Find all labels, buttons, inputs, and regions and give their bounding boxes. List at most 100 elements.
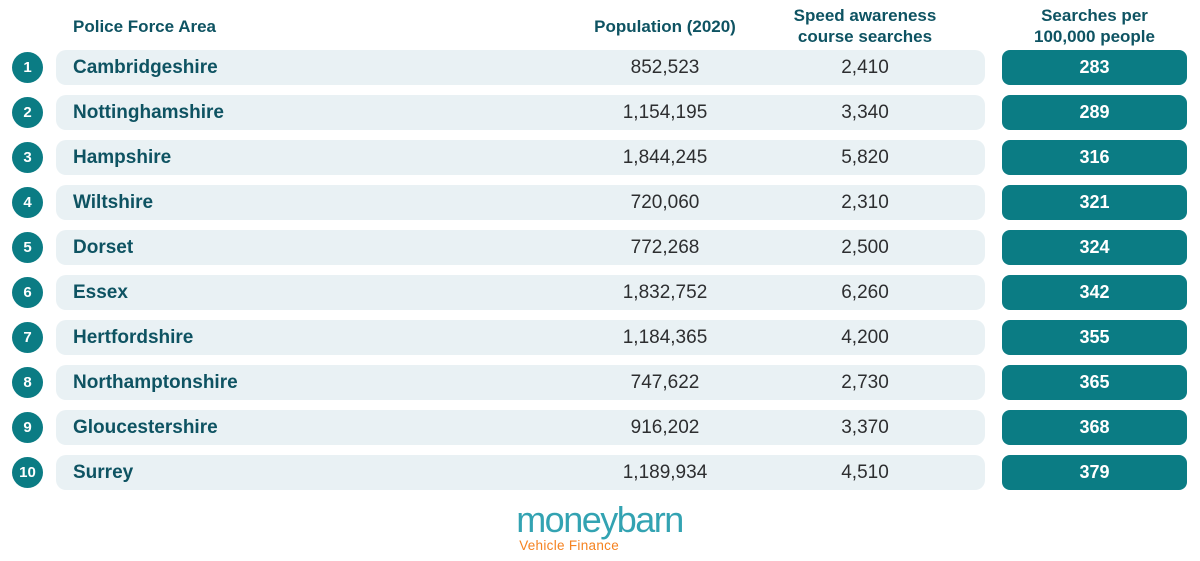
searches-value: 2,410: [841, 56, 889, 78]
rank-cell: 1: [12, 52, 56, 83]
rate-badge: 342: [1002, 275, 1187, 310]
area-name: Cambridgeshire: [73, 56, 218, 78]
rank-number: 10: [19, 464, 36, 481]
searches-value: 4,510: [841, 461, 889, 483]
population-value: 1,844,245: [622, 146, 708, 168]
rank-badge: 3: [12, 142, 43, 173]
header-course-searches: Speed awareness course searches: [765, 5, 965, 47]
area-name: Wiltshire: [73, 191, 154, 213]
header-rate-line1: Searches per: [1041, 6, 1148, 25]
rank-badge: 7: [12, 322, 43, 353]
area-name: Hertfordshire: [73, 326, 194, 348]
rank-badge: 5: [12, 232, 43, 263]
table-row: 10 Surrey 1,189,934 4,510 379: [12, 455, 1187, 490]
header-course-searches-line1: Speed awareness: [793, 6, 937, 25]
row-pill: Essex 1,832,752 6,260: [56, 275, 985, 310]
population-value: 916,202: [630, 416, 700, 438]
row-pill: Wiltshire 720,060 2,310: [56, 185, 985, 220]
row-pill: Nottinghamshire 1,154,195 3,340: [56, 95, 985, 130]
moneybarn-tagline: Vehicle Finance: [519, 538, 619, 553]
population-value: 1,832,752: [622, 281, 708, 303]
searches-value: 6,260: [841, 281, 889, 303]
moneybarn-logo: moneybarn Vehicle Finance: [12, 499, 1187, 554]
rank-badge: 4: [12, 187, 43, 218]
area-name: Northamptonshire: [73, 371, 238, 393]
rank-number: 7: [23, 329, 32, 346]
population-value: 852,523: [630, 56, 700, 78]
area-name: Surrey: [73, 461, 134, 483]
table-row: 3 Hampshire 1,844,245 5,820 316: [12, 140, 1187, 175]
searches-value: 3,370: [841, 416, 889, 438]
rate-value: 316: [1079, 147, 1110, 167]
row-pill: Northamptonshire 747,622 2,730: [56, 365, 985, 400]
rank-cell: 3: [12, 142, 56, 173]
moneybarn-logo-lockup: moneybarn Vehicle Finance: [516, 499, 684, 554]
population-value: 772,268: [630, 236, 700, 258]
rank-cell: 4: [12, 187, 56, 218]
rate-value: 365: [1079, 372, 1110, 392]
rate-badge: 368: [1002, 410, 1187, 445]
table-row: 1 Cambridgeshire 852,523 2,410 283: [12, 50, 1187, 85]
rate-badge: 355: [1002, 320, 1187, 355]
rank-number: 2: [23, 104, 32, 121]
searches-value: 2,730: [841, 371, 889, 393]
rank-badge: 8: [12, 367, 43, 398]
rate-value: 321: [1079, 192, 1110, 212]
area-name: Nottinghamshire: [73, 101, 224, 123]
rank-cell: 9: [12, 412, 56, 443]
table-row: 7 Hertfordshire 1,184,365 4,200 355: [12, 320, 1187, 355]
row-pill: Hertfordshire 1,184,365 4,200: [56, 320, 985, 355]
area-name: Dorset: [73, 236, 134, 258]
table-body: 1 Cambridgeshire 852,523 2,410 283 2 Not…: [12, 50, 1187, 490]
rate-value: 283: [1079, 57, 1110, 77]
searches-value: 2,500: [841, 236, 889, 258]
rank-number: 1: [23, 59, 32, 76]
rank-number: 3: [23, 149, 32, 166]
table-row: 5 Dorset 772,268 2,500 324: [12, 230, 1187, 265]
row-pill: Hampshire 1,844,245 5,820: [56, 140, 985, 175]
rank-cell: 7: [12, 322, 56, 353]
searches-value: 4,200: [841, 326, 889, 348]
rank-badge: 2: [12, 97, 43, 128]
rate-badge: 316: [1002, 140, 1187, 175]
rank-number: 4: [23, 194, 32, 211]
table-row: 8 Northamptonshire 747,622 2,730 365: [12, 365, 1187, 400]
rank-cell: 8: [12, 367, 56, 398]
table-header: Police Force Area Population (2020) Spee…: [12, 5, 1187, 47]
rank-badge: 6: [12, 277, 43, 308]
population-value: 1,154,195: [622, 101, 708, 123]
table-row: 6 Essex 1,832,752 6,260 342: [12, 275, 1187, 310]
rate-badge: 289: [1002, 95, 1187, 130]
header-rate: Searches per 100,000 people: [1002, 5, 1187, 47]
rate-badge: 324: [1002, 230, 1187, 265]
searches-value: 2,310: [841, 191, 889, 213]
rank-cell: 10: [12, 457, 56, 488]
population-value: 1,184,365: [622, 326, 708, 348]
rank-badge: 9: [12, 412, 43, 443]
searches-value: 5,820: [841, 146, 889, 168]
table-row: 2 Nottinghamshire 1,154,195 3,340 289: [12, 95, 1187, 130]
rank-number: 6: [23, 284, 32, 301]
population-value: 747,622: [630, 371, 700, 393]
rank-cell: 6: [12, 277, 56, 308]
rate-value: 355: [1079, 327, 1110, 347]
rank-number: 5: [23, 239, 32, 256]
table-row: 4 Wiltshire 720,060 2,310 321: [12, 185, 1187, 220]
searches-value: 3,340: [841, 101, 889, 123]
rate-badge: 283: [1002, 50, 1187, 85]
rank-cell: 5: [12, 232, 56, 263]
moneybarn-wordmark: moneybarn: [516, 499, 684, 540]
rank-number: 9: [23, 419, 32, 436]
table-row: 9 Gloucestershire 916,202 3,370 368: [12, 410, 1187, 445]
rate-value: 289: [1079, 102, 1110, 122]
rank-number: 8: [23, 374, 32, 391]
rank-badge: 1: [12, 52, 43, 83]
row-pill: Dorset 772,268 2,500: [56, 230, 985, 265]
header-mid: Police Force Area Population (2020) Spee…: [56, 5, 985, 47]
header-course-searches-line2: course searches: [797, 27, 933, 46]
rate-value: 342: [1079, 282, 1110, 302]
row-pill: Cambridgeshire 852,523 2,410: [56, 50, 985, 85]
rate-badge: 365: [1002, 365, 1187, 400]
row-pill: Surrey 1,189,934 4,510: [56, 455, 985, 490]
area-name: Hampshire: [73, 146, 172, 168]
